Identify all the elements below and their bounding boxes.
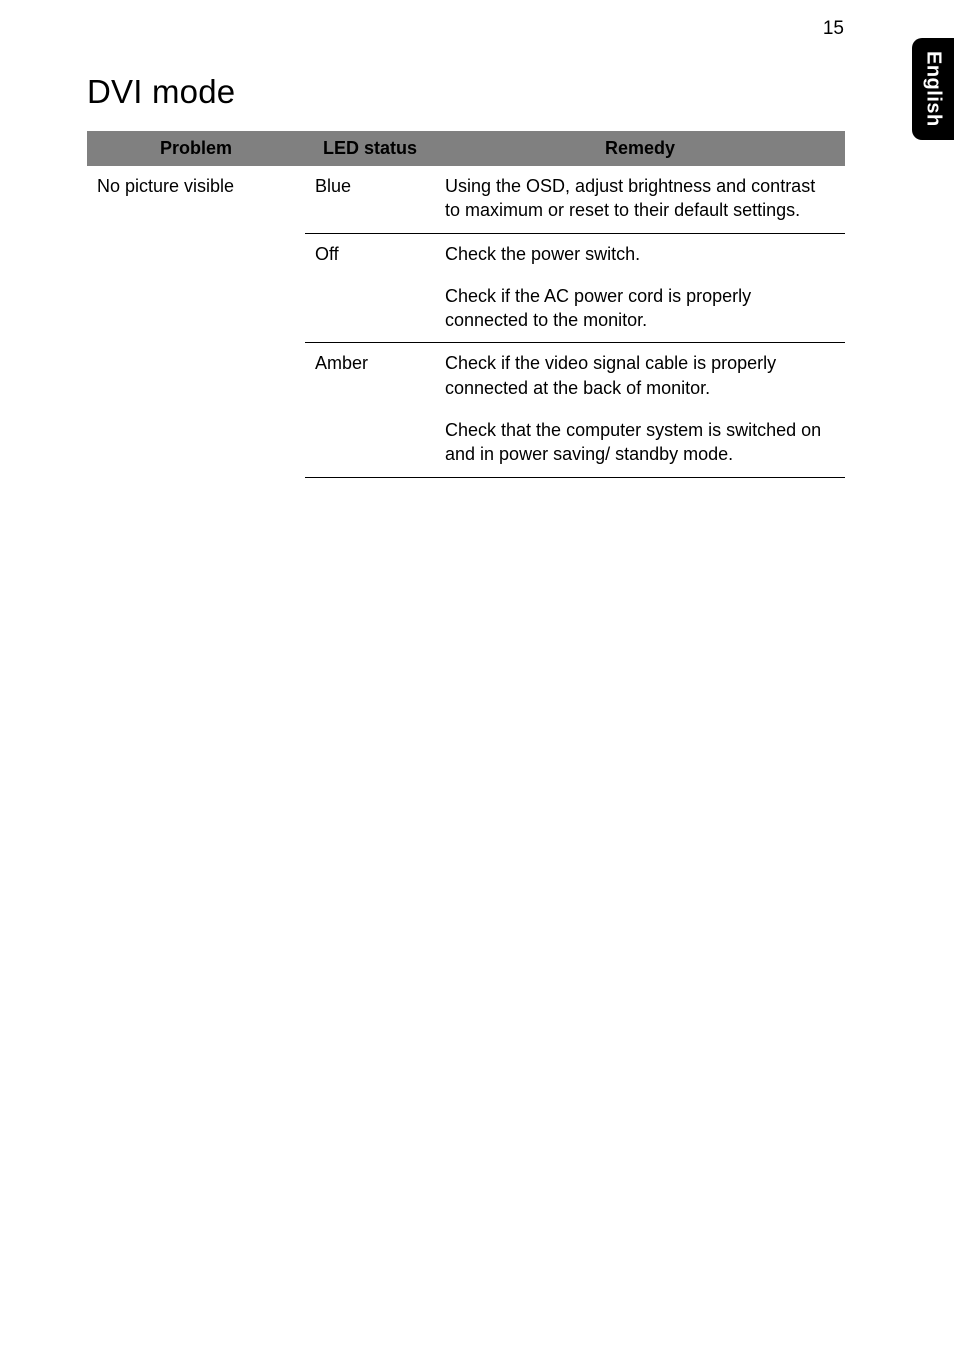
page-number: 15 bbox=[823, 18, 844, 40]
cell-led: Off bbox=[305, 233, 435, 343]
cell-led: Blue bbox=[305, 166, 435, 233]
cell-problem: No picture visible bbox=[87, 166, 305, 477]
cell-remedy: Check if the video signal cable is prope… bbox=[435, 343, 845, 477]
remedy-text: Check the power switch. bbox=[445, 242, 835, 266]
table-header-row: Problem LED status Remedy bbox=[87, 131, 845, 166]
remedy-text: Using the OSD, adjust brightness and con… bbox=[445, 174, 835, 223]
page-title: DVI mode bbox=[87, 73, 845, 111]
page-content: DVI mode Problem LED status Remedy No pi… bbox=[87, 73, 845, 478]
col-header-remedy: Remedy bbox=[435, 131, 845, 166]
remedy-text: Check if the AC power cord is properly c… bbox=[445, 284, 835, 333]
cell-remedy: Check the power switch. Check if the AC … bbox=[435, 233, 845, 343]
language-tab-label: English bbox=[922, 51, 945, 127]
col-header-problem: Problem bbox=[87, 131, 305, 166]
remedy-text: Check that the computer system is switch… bbox=[445, 418, 835, 467]
troubleshooting-table: Problem LED status Remedy No picture vis… bbox=[87, 131, 845, 478]
language-tab: English bbox=[912, 38, 954, 140]
cell-led: Amber bbox=[305, 343, 435, 477]
table-row: No picture visible Blue Using the OSD, a… bbox=[87, 166, 845, 233]
col-header-led: LED status bbox=[305, 131, 435, 166]
cell-remedy: Using the OSD, adjust brightness and con… bbox=[435, 166, 845, 233]
remedy-text: Check if the video signal cable is prope… bbox=[445, 351, 835, 400]
